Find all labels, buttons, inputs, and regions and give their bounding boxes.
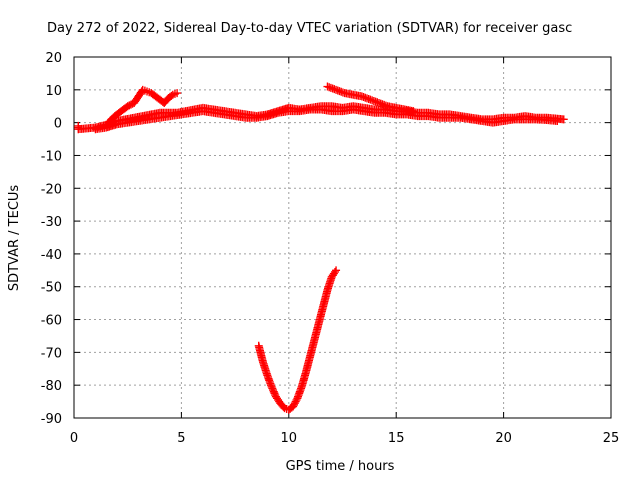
x-tick-label: 10 xyxy=(281,431,298,446)
y-tick-label: -90 xyxy=(41,412,62,427)
x-tick-label: 15 xyxy=(388,431,405,446)
data-point xyxy=(409,107,418,116)
y-axis-title: SDTVAR / TECUs xyxy=(7,185,22,292)
data-point xyxy=(559,115,568,124)
plot-area xyxy=(73,56,612,419)
data-point xyxy=(173,89,182,98)
series-early-spikes xyxy=(104,85,182,127)
y-tick-label: -30 xyxy=(41,215,62,230)
data-point xyxy=(553,116,562,125)
x-tick-label: 0 xyxy=(70,431,78,446)
y-tick-label: -10 xyxy=(41,149,62,164)
data-point xyxy=(330,267,339,276)
data-point xyxy=(332,266,341,275)
series-lower-band xyxy=(91,105,562,134)
x-axis-title: GPS time / hours xyxy=(286,459,395,474)
series-midday-ramp xyxy=(323,82,418,116)
y-tick-label: -80 xyxy=(41,379,62,394)
x-tick-label: 25 xyxy=(603,431,620,446)
y-tick-label: -20 xyxy=(41,182,62,197)
y-tick-label: -60 xyxy=(41,314,62,329)
y-tick-label: 0 xyxy=(54,117,62,132)
chart-title: Day 272 of 2022, Sidereal Day-to-day VTE… xyxy=(47,21,572,36)
y-tick-label: -50 xyxy=(41,281,62,296)
series-dip xyxy=(254,266,341,414)
y-tick-label: 20 xyxy=(45,51,62,66)
axis-ticks: 0 5 10 15 20 25 -90 -80 -70 -60 -50 -40 -30 -20 -10 0 10… xyxy=(41,51,620,446)
y-tick-label: 10 xyxy=(45,84,62,99)
x-tick-label: 20 xyxy=(495,431,512,446)
data-point xyxy=(167,91,176,100)
y-tick-label: -70 xyxy=(41,346,62,361)
y-tick-label: -40 xyxy=(41,248,62,263)
x-tick-label: 5 xyxy=(177,431,185,446)
data-series xyxy=(74,82,568,414)
